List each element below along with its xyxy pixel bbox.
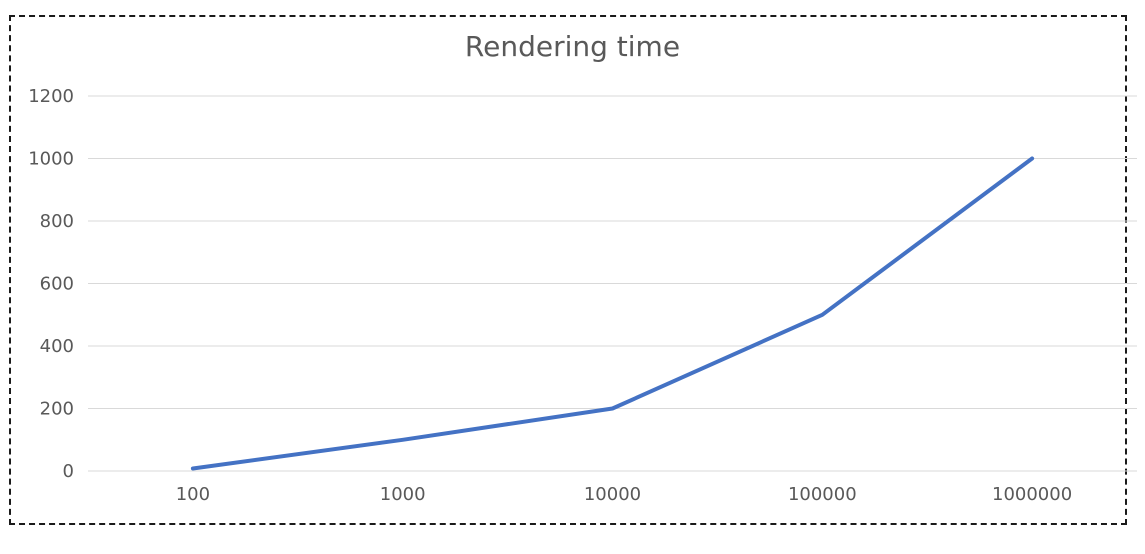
x-axis-tick-labels: 100 1000 10000 100000 1000000 [176,484,1072,505]
x-tick-label: 1000000 [992,484,1072,505]
y-tick-label: 800 [40,211,74,232]
y-tick-label: 0 [63,461,74,482]
chart-frame [9,15,1127,525]
y-tick-label: 400 [40,336,74,357]
y-tick-label: 1000 [28,149,74,170]
x-tick-label: 10000 [584,484,641,505]
gridlines [88,95,1137,472]
y-tick-label: 1200 [28,86,74,107]
series-line [190,156,1035,471]
x-tick-label: 100 [176,484,210,505]
chart-title: Rendering time [464,30,681,63]
series-lines [190,156,1035,471]
y-tick-label: 200 [40,399,74,420]
x-tick-label: 1000 [380,484,426,505]
y-axis-tick-labels: 0 200 400 600 800 1000 1200 [28,86,74,482]
y-tick-label: 600 [40,274,74,295]
x-tick-label: 100000 [788,484,857,505]
